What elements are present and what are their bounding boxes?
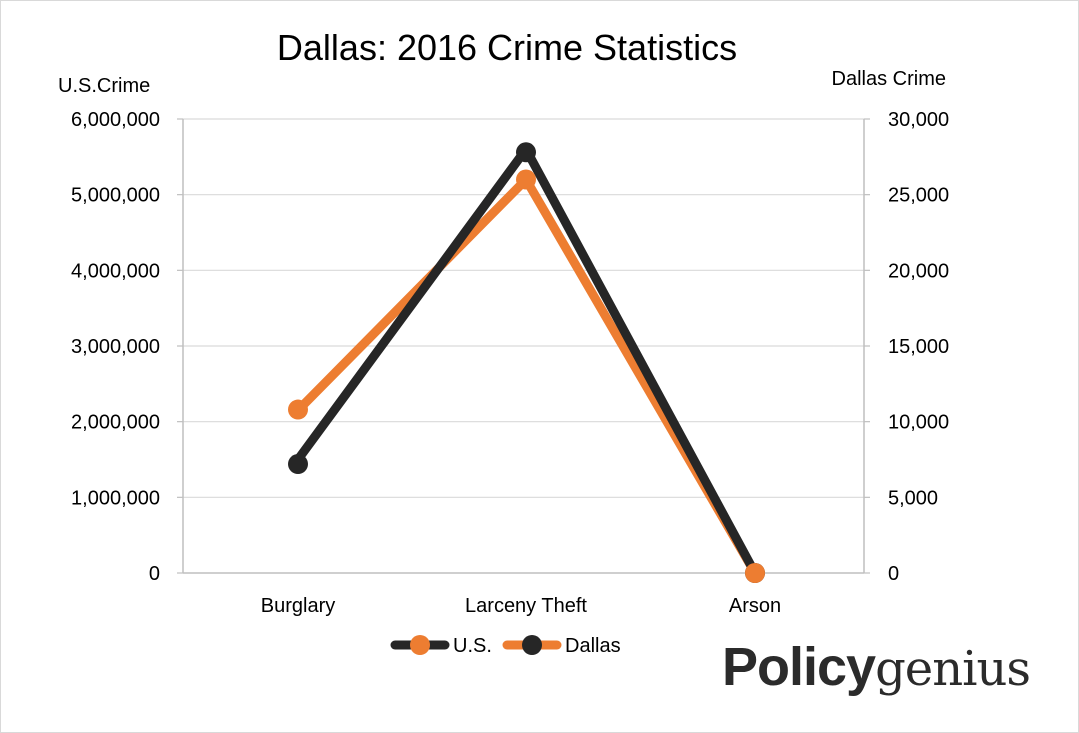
left-tick-label: 3,000,000 bbox=[71, 336, 160, 358]
category-label: Larceny Theft bbox=[465, 595, 587, 617]
dallas-series-marker bbox=[288, 399, 308, 420]
policygenius-logo: Policy genius bbox=[722, 636, 1031, 706]
right-tick-label: 0 bbox=[888, 563, 899, 585]
us-series-line bbox=[293, 144, 760, 578]
legend: U.S. Dallas bbox=[390, 635, 621, 657]
left-tick-label: 1,000,000 bbox=[71, 487, 160, 509]
category-label: Burglary bbox=[261, 595, 335, 617]
left-tick-label: 6,000,000 bbox=[71, 109, 160, 131]
chart-title: Dallas: 2016 Crime Statistics bbox=[277, 27, 737, 68]
us-series-marker bbox=[516, 142, 536, 163]
right-axis-title: Dallas Crime bbox=[832, 68, 946, 90]
us-series-marker bbox=[288, 454, 308, 475]
legend-marker bbox=[522, 635, 542, 655]
left-tick-label: 5,000,000 bbox=[71, 185, 160, 207]
legend-label: Dallas bbox=[565, 635, 621, 657]
category-label: Arson bbox=[729, 595, 781, 617]
logo-light-text: genius bbox=[875, 641, 1031, 697]
left-tick-label: 4,000,000 bbox=[71, 260, 160, 282]
left-tick-label: 2,000,000 bbox=[71, 412, 160, 434]
dallas-series-line bbox=[293, 175, 760, 578]
right-tick-label: 10,000 bbox=[888, 412, 949, 434]
left-tick-labels: 0 1,000,000 2,000,000 3,000,000 4,000,000 5,0… bbox=[71, 109, 160, 585]
left-axis-title: U.S.Crime bbox=[58, 75, 150, 97]
legend-marker bbox=[410, 635, 430, 655]
gridlines bbox=[183, 118, 864, 498]
left-tick-label: 0 bbox=[149, 563, 160, 585]
series-group bbox=[288, 142, 765, 583]
logo-bold-text: Policy bbox=[722, 637, 876, 697]
right-tick-label: 25,000 bbox=[888, 185, 949, 207]
dallas-series-marker bbox=[516, 169, 536, 190]
right-tick-label: 15,000 bbox=[888, 336, 949, 358]
right-tick-label: 5,000 bbox=[888, 487, 938, 509]
right-tick-label: 30,000 bbox=[888, 109, 949, 131]
right-tick-label: 20,000 bbox=[888, 260, 949, 282]
category-labels: Burglary Larceny Theft Arson bbox=[261, 595, 781, 617]
right-tick-labels: 0 5,000 10,000 15,000 20,000 25,000 30,000 bbox=[888, 109, 949, 585]
dallas-series-marker bbox=[745, 563, 765, 583]
legend-label: U.S. bbox=[453, 635, 492, 657]
